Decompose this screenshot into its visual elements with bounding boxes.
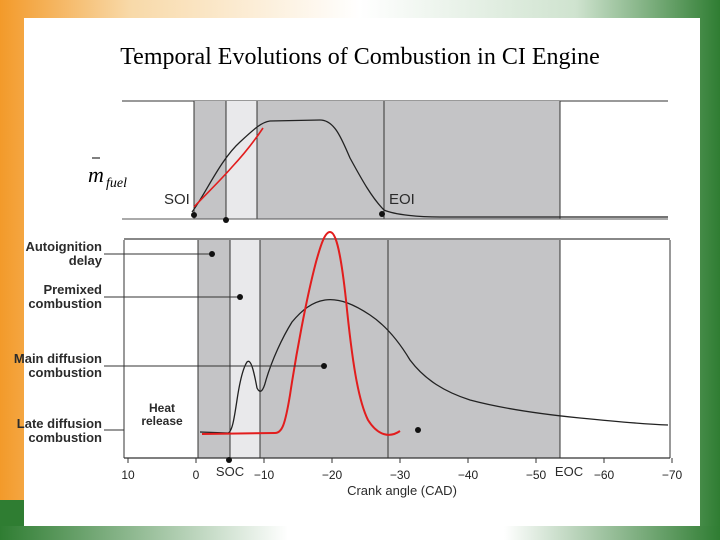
eoi-label: EOI	[389, 191, 415, 208]
bottom-decoration	[0, 526, 720, 540]
fuel-red-curve	[193, 127, 264, 208]
x-tick-label: −20	[322, 468, 343, 482]
main-diffusion-marker	[321, 363, 327, 369]
mfuel-symbol: m	[88, 162, 104, 187]
soc-label: SOC	[216, 464, 244, 479]
phase-label-main-diffusion: Main diffusion combustion	[14, 351, 102, 380]
fuel-injection-rate-curve	[191, 119, 668, 218]
svg-text:combustion: combustion	[28, 296, 102, 311]
svg-text:Heat: Heat	[149, 401, 175, 415]
x-tick-label: −60	[594, 468, 615, 482]
svg-text:combustion: combustion	[28, 365, 102, 380]
svg-text:combustion: combustion	[28, 430, 102, 445]
heat-top-strip	[124, 238, 670, 240]
eoc-label: EOC	[555, 464, 583, 479]
mfuel-subscript: fuel	[106, 176, 127, 191]
x-axis-ticks	[127, 458, 673, 463]
soc-marker	[226, 457, 232, 463]
late-diffusion-marker	[415, 427, 421, 433]
eoi-marker	[379, 211, 385, 217]
x-tick-label: −50	[526, 468, 547, 482]
soi-marker	[191, 212, 197, 218]
delay-marker	[223, 217, 229, 223]
fuel-injection-panel: SOI EOI m fuel	[88, 100, 668, 223]
soi-label: SOI	[164, 191, 190, 208]
heat-release-panel: 10 0 −10 −20 −30 −40 −50 −60 −70 Crank a…	[14, 230, 683, 498]
phase-label-late-diffusion: Late diffusion combustion	[17, 416, 102, 445]
svg-text:Main diffusion: Main diffusion	[14, 351, 102, 366]
svg-text:Autoignition: Autoignition	[25, 239, 102, 254]
x-tick-label: −10	[254, 468, 275, 482]
heat-delay-region	[230, 240, 260, 458]
x-tick-label: −40	[458, 468, 479, 482]
x-tick-label: 10	[121, 468, 135, 482]
svg-text:Premixed: Premixed	[43, 282, 102, 297]
red-combustion-curve	[201, 230, 401, 436]
slide-title: Temporal Evolutions of Combustion in CI …	[120, 44, 600, 70]
fuel-ignition-delay-region	[226, 101, 257, 219]
autoignition-marker	[209, 251, 215, 257]
heat-release-label: Heat release	[141, 401, 183, 428]
x-tick-label: −30	[390, 468, 411, 482]
x-tick-label: −70	[662, 468, 683, 482]
svg-text:release: release	[141, 414, 183, 428]
phase-label-premixed: Premixed combustion	[28, 282, 102, 311]
phase-label-autoignition: Autoignition delay	[25, 239, 102, 268]
x-axis-label: Crank angle (CAD)	[347, 483, 457, 498]
premixed-marker	[237, 294, 243, 300]
svg-text:Late diffusion: Late diffusion	[17, 416, 102, 431]
heat-release-curve	[199, 299, 669, 434]
x-tick-label: 0	[193, 468, 200, 482]
svg-text:delay: delay	[69, 253, 103, 268]
